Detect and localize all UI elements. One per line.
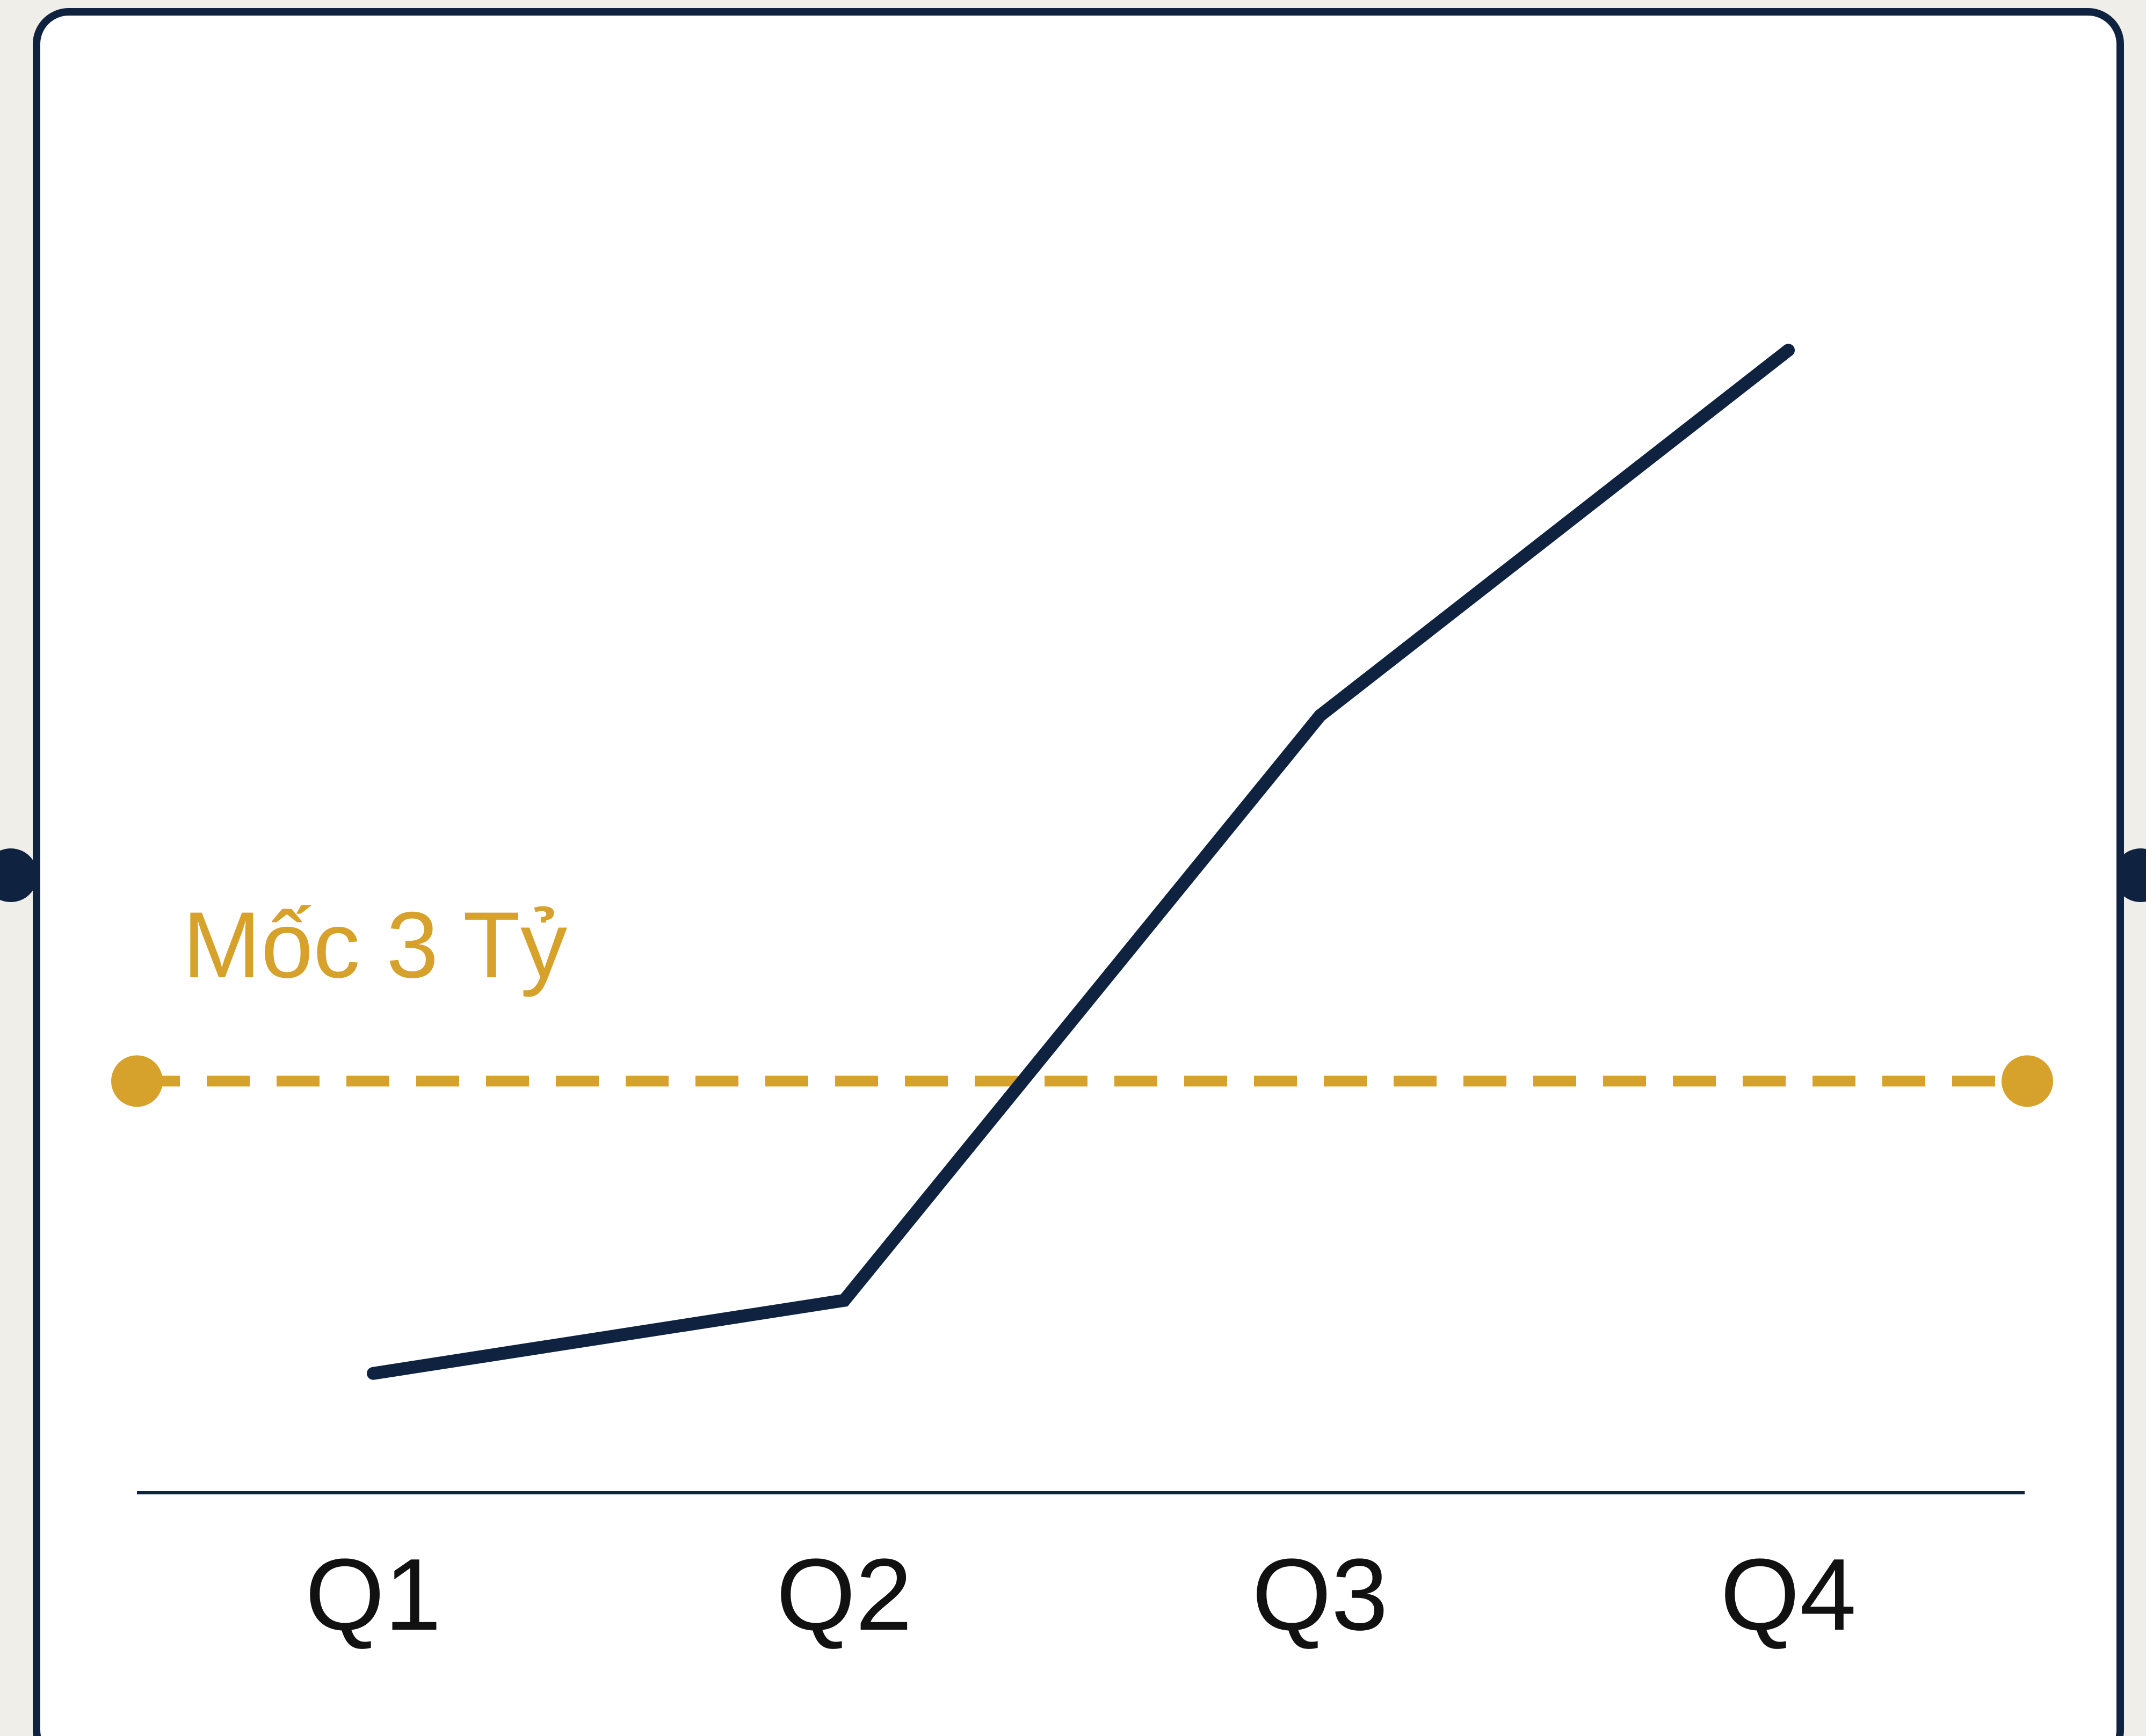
x-tick-label-q2: Q2	[776, 1538, 912, 1652]
x-tick-label-q1: Q1	[305, 1538, 441, 1652]
data-point-q3	[1314, 709, 1326, 722]
reference-line-end-marker	[2002, 1055, 2053, 1107]
reference-line-label: Mốc 3 Tỷ	[183, 893, 568, 998]
left-edge-connector-dot	[0, 848, 38, 902]
data-point-q1	[367, 1367, 380, 1380]
x-tick-label-q3: Q3	[1252, 1538, 1388, 1652]
data-point-q2	[838, 1294, 851, 1307]
plot-area	[111, 344, 2053, 1380]
x-axis-tick-labels: Q1 Q2 Q3 Q4	[305, 1538, 1856, 1652]
data-point-q4	[1782, 344, 1795, 357]
x-tick-label-q4: Q4	[1720, 1538, 1856, 1652]
reference-line-start-marker	[111, 1055, 163, 1107]
chart-card	[33, 8, 2124, 1736]
series-line-1	[372, 345, 1793, 1380]
